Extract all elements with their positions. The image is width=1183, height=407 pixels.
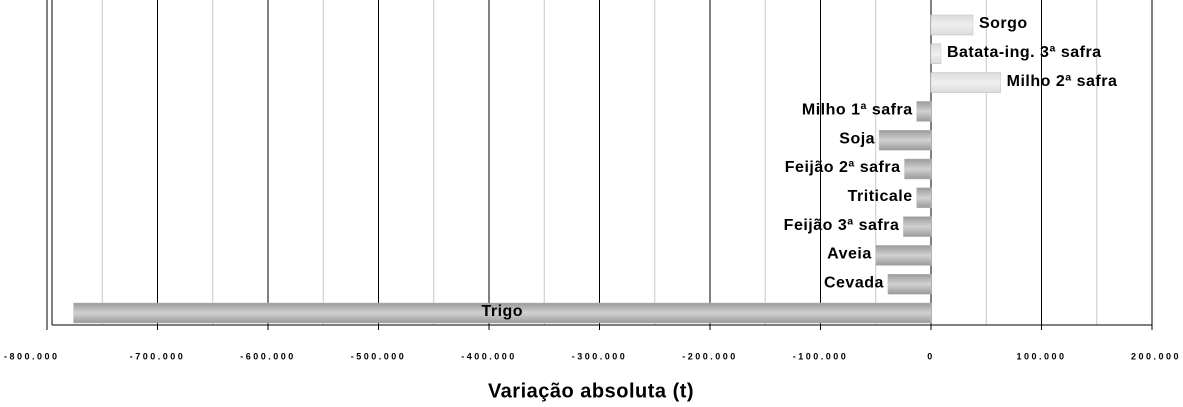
bar-shine bbox=[931, 72, 1001, 93]
x-tick-label: 200.000 bbox=[1131, 351, 1181, 361]
category-label: Sorgo bbox=[979, 15, 1028, 32]
x-tick-label: -700.000 bbox=[130, 351, 186, 361]
bar-shine bbox=[879, 130, 931, 151]
x-tick-label: 100.000 bbox=[1016, 351, 1066, 361]
category-label: Trigo bbox=[481, 303, 523, 320]
x-tick-label: -800.000 bbox=[4, 351, 60, 361]
bar-shine bbox=[73, 303, 931, 323]
category-label: Feijão 2ª safra bbox=[785, 159, 901, 176]
bar-shine bbox=[904, 159, 931, 179]
bar-shine bbox=[916, 187, 931, 208]
bar-shine bbox=[931, 43, 941, 64]
x-tick-label: -200.000 bbox=[682, 351, 738, 361]
category-label: Soja bbox=[839, 130, 875, 147]
category-label: Cevada bbox=[824, 274, 884, 291]
x-tick-label: 0 bbox=[927, 351, 935, 361]
x-tick-label: -100.000 bbox=[793, 351, 849, 361]
x-tick-label: -300.000 bbox=[572, 351, 628, 361]
x-tick-label: -400.000 bbox=[461, 351, 517, 361]
x-tick-label: -500.000 bbox=[351, 351, 407, 361]
bar-shine bbox=[916, 101, 931, 122]
x-tick-label: -600.000 bbox=[240, 351, 296, 361]
category-label: Feijão 3ª safra bbox=[784, 217, 900, 234]
category-label: Batata-ing. 3ª safra bbox=[947, 44, 1102, 61]
category-label: Milho 1ª safra bbox=[802, 102, 913, 119]
bar-shine bbox=[887, 274, 931, 295]
bar-shine bbox=[875, 245, 931, 266]
category-label: Triticale bbox=[848, 188, 913, 205]
x-axis-title: Variação absoluta (t) bbox=[488, 380, 694, 402]
bar-shine bbox=[931, 15, 973, 35]
category-label: Aveia bbox=[827, 246, 872, 263]
bar-shine bbox=[903, 216, 931, 237]
category-label: Milho 2ª safra bbox=[1007, 73, 1118, 90]
